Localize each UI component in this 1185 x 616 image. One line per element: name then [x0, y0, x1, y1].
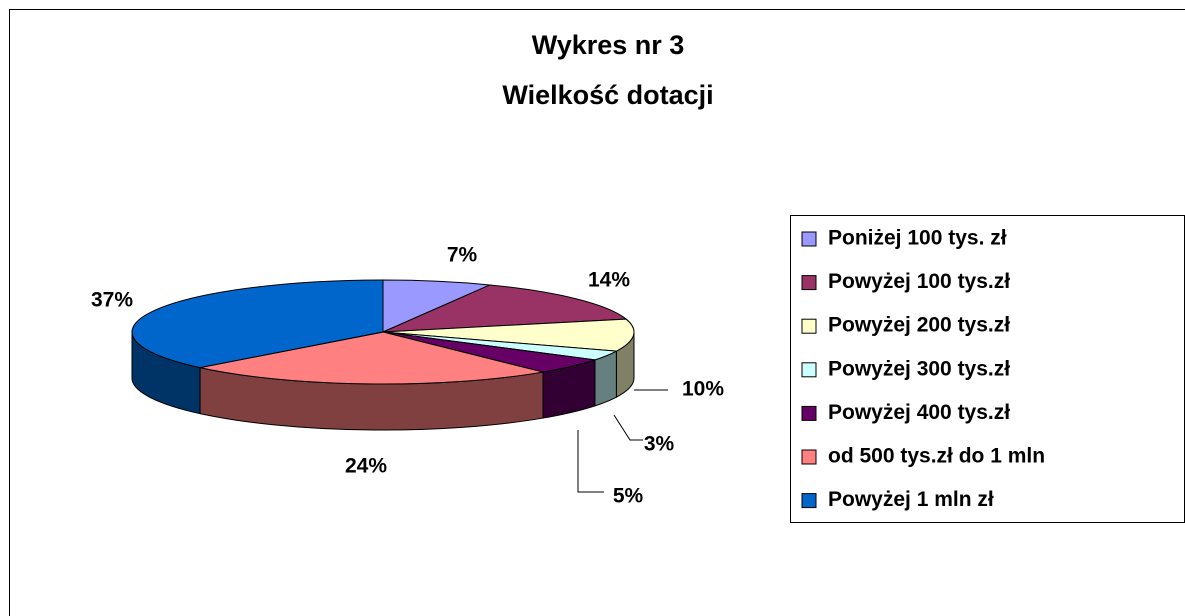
frame — [9, 9, 1185, 616]
legend-swatch — [801, 449, 817, 465]
pie — [131, 279, 635, 431]
legend-label: Powyżej 400 tys.zł — [828, 401, 1010, 424]
legend-label: Powyżej 100 tys.zł — [828, 270, 1010, 293]
slice — [382, 284, 628, 333]
data-label: 37% — [91, 289, 133, 312]
chart-title: Wykres nr 3 — [532, 30, 685, 60]
legend-label: Powyżej 300 tys.zł — [828, 357, 1010, 380]
leader-line — [577, 430, 604, 493]
leader-line — [613, 414, 643, 441]
slice — [131, 279, 384, 369]
legend-label: Poniżej 100 tys. zł — [828, 227, 1007, 250]
slice — [382, 318, 635, 352]
legend-swatch — [801, 493, 817, 509]
slice-side — [594, 350, 617, 407]
data-label: 5% — [613, 485, 644, 508]
data-label: 10% — [682, 378, 724, 401]
data-label: 24% — [345, 455, 387, 478]
slice — [199, 331, 544, 385]
legend-swatch — [801, 318, 817, 334]
legend-label: Powyżej 200 tys.zł — [828, 314, 1010, 337]
slice — [382, 279, 492, 333]
data-label: 7% — [447, 244, 478, 267]
legend-swatch — [801, 231, 817, 247]
legend-swatch — [801, 405, 817, 421]
legend-label: Powyżej 1 mln zł — [828, 488, 994, 511]
data-label: 14% — [588, 269, 630, 292]
legend-label: od 500 tys.zł do 1 mln — [828, 445, 1045, 468]
legend-swatch — [801, 362, 817, 378]
legend-swatch — [801, 275, 817, 291]
chart-subtitle: Wielkość dotacji — [502, 80, 713, 110]
data-label: 3% — [644, 433, 675, 456]
legend-box — [790, 215, 1185, 523]
